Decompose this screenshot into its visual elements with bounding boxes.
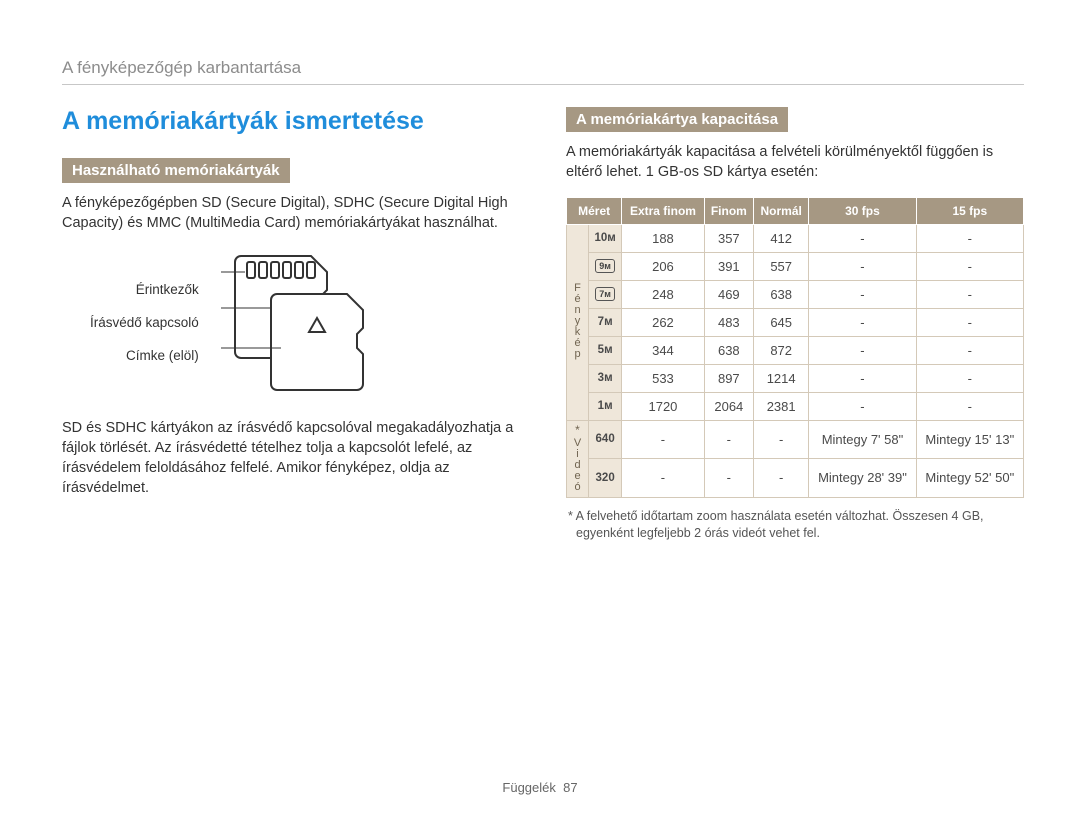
table-row: 7ᴍ248469638-- (567, 280, 1024, 308)
cell-30: - (809, 280, 916, 308)
table-row: Fénykép10ᴍ188357412-- (567, 224, 1024, 252)
cell-30: - (809, 252, 916, 280)
cell-15: - (916, 252, 1023, 280)
cell-30: - (809, 308, 916, 336)
cell-f: - (704, 420, 753, 459)
footer-label: Függelék (502, 780, 555, 795)
left-subheading: Használható memóriakártyák (62, 158, 290, 183)
cell-f: 469 (704, 280, 753, 308)
cell-15: Mintegy 52' 50" (916, 459, 1023, 498)
sd-card-diagram: Érintkezők Írásvédő kapcsoló Címke (elöl… (90, 248, 520, 398)
cell-f: 638 (704, 336, 753, 364)
footer-page: 87 (563, 780, 577, 795)
cell-n: 1214 (754, 364, 809, 392)
diagram-labels: Érintkezők Írásvédő kapcsoló Címke (elöl… (90, 264, 199, 381)
cell-f: 897 (704, 364, 753, 392)
cell-n: 645 (754, 308, 809, 336)
cell-30: - (809, 336, 916, 364)
col-extrafine: Extra finom (622, 197, 704, 224)
label-writeprotect: Írásvédő kapcsoló (90, 315, 199, 330)
capacity-table: Méret Extra finom Finom Normál 30 fps 15… (566, 197, 1024, 498)
cell-size: 1ᴍ (589, 392, 622, 420)
col-normal: Normál (754, 197, 809, 224)
cell-30: - (809, 224, 916, 252)
cell-15: - (916, 336, 1023, 364)
table-row: 320---Mintegy 28' 39"Mintegy 52' 50" (567, 459, 1024, 498)
two-column-layout: A memóriakártyák ismertetése Használható… (62, 107, 1024, 543)
cell-30: - (809, 392, 916, 420)
sd-card-icon (221, 248, 371, 398)
col-15fps: 15 fps (916, 197, 1023, 224)
left-paragraph-1: A fényképezőgépben SD (Secure Digital), … (62, 193, 520, 234)
group-photo: Fénykép (567, 224, 589, 420)
cell-15: - (916, 364, 1023, 392)
cell-n: - (754, 420, 809, 459)
cell-15: - (916, 224, 1023, 252)
page-footer: Függelék 87 (0, 780, 1080, 795)
cell-n: 872 (754, 336, 809, 364)
cell-ef: - (622, 420, 704, 459)
cell-f: 391 (704, 252, 753, 280)
table-row: 3ᴍ5338971214-- (567, 364, 1024, 392)
page-header: A fényképezőgép karbantartása (62, 58, 1024, 85)
label-contacts: Érintkezők (90, 282, 199, 297)
label-front: Címke (elöl) (90, 348, 199, 363)
cell-size: 9ᴍ (589, 252, 622, 280)
table-body: Fénykép10ᴍ188357412--9ᴍ206391557--7ᴍ2484… (567, 224, 1024, 497)
right-paragraph-1: A memóriakártyák kapacitása a felvételi … (566, 142, 1024, 183)
cell-ef: 533 (622, 364, 704, 392)
cell-30: - (809, 364, 916, 392)
cell-size: 320 (589, 459, 622, 498)
cell-15: - (916, 280, 1023, 308)
table-row: 5ᴍ344638872-- (567, 336, 1024, 364)
cell-n: 412 (754, 224, 809, 252)
cell-n: 2381 (754, 392, 809, 420)
cell-15: - (916, 308, 1023, 336)
cell-size: 7ᴍ (589, 280, 622, 308)
cell-size: 10ᴍ (589, 224, 622, 252)
cell-n: - (754, 459, 809, 498)
cell-15: - (916, 392, 1023, 420)
right-subheading: A memóriakártya kapacitása (566, 107, 788, 132)
group-video: *Videó (567, 420, 589, 497)
cell-30: Mintegy 28' 39" (809, 459, 916, 498)
cell-size: 7ᴍ (589, 308, 622, 336)
cell-f: 2064 (704, 392, 753, 420)
cell-size: 3ᴍ (589, 364, 622, 392)
col-size: Méret (567, 197, 622, 224)
col-30fps: 30 fps (809, 197, 916, 224)
cell-ef: 188 (622, 224, 704, 252)
cell-ef: 248 (622, 280, 704, 308)
cell-ef: 1720 (622, 392, 704, 420)
table-row: *Videó640---Mintegy 7' 58"Mintegy 15' 13… (567, 420, 1024, 459)
cell-n: 557 (754, 252, 809, 280)
cell-ef: 344 (622, 336, 704, 364)
col-fine: Finom (704, 197, 753, 224)
cell-ef: 206 (622, 252, 704, 280)
left-paragraph-2: SD és SDHC kártyákon az írásvédő kapcsol… (62, 418, 520, 499)
cell-f: - (704, 459, 753, 498)
main-title: A memóriakártyák ismertetése (62, 107, 520, 136)
cell-f: 357 (704, 224, 753, 252)
cell-ef: - (622, 459, 704, 498)
cell-30: Mintegy 7' 58" (809, 420, 916, 459)
table-header: Méret Extra finom Finom Normál 30 fps 15… (567, 197, 1024, 224)
cell-ef: 262 (622, 308, 704, 336)
right-column: A memóriakártya kapacitása A memóriakárt… (566, 107, 1024, 543)
table-row: 7ᴍ262483645-- (567, 308, 1024, 336)
footnote: * A felvehető időtartam zoom használata … (566, 508, 1024, 543)
cell-n: 638 (754, 280, 809, 308)
cell-f: 483 (704, 308, 753, 336)
cell-size: 640 (589, 420, 622, 459)
left-column: A memóriakártyák ismertetése Használható… (62, 107, 520, 543)
table-row: 9ᴍ206391557-- (567, 252, 1024, 280)
table-row: 1ᴍ172020642381-- (567, 392, 1024, 420)
cell-15: Mintegy 15' 13" (916, 420, 1023, 459)
cell-size: 5ᴍ (589, 336, 622, 364)
